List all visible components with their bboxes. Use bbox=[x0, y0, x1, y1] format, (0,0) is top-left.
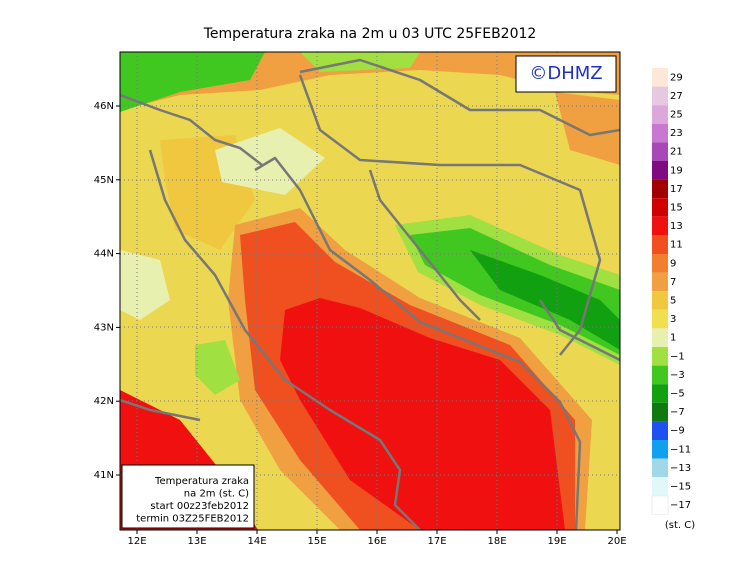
axes: 46N 45N 44N 43N 42N 41N 12E 13E 14E 15E 16E 17E 18E 1… bbox=[94, 101, 627, 547]
legend-unit: (st. C) bbox=[665, 520, 695, 531]
legend-label: 13 bbox=[670, 221, 683, 232]
legend-label: −11 bbox=[670, 444, 691, 455]
legend-label: −17 bbox=[670, 500, 691, 511]
legend-label: −3 bbox=[670, 370, 685, 381]
legend-swatch bbox=[652, 477, 668, 496]
lon-label: 15E bbox=[307, 536, 326, 547]
info-box bbox=[121, 464, 255, 529]
lon-label: 20E bbox=[607, 536, 626, 547]
credit-box bbox=[515, 55, 617, 93]
info-line: termin 03Z25FEB2012 bbox=[136, 514, 249, 525]
legend-label: 23 bbox=[670, 128, 683, 139]
legend-swatch bbox=[652, 142, 668, 161]
legend-swatch bbox=[651, 495, 669, 515]
legend-swatch bbox=[652, 402, 668, 422]
legend-label: 7 bbox=[670, 277, 676, 288]
temperature-field bbox=[120, 52, 620, 530]
legend-label: 25 bbox=[670, 110, 683, 121]
legend-label: −13 bbox=[670, 463, 691, 474]
legend-swatch bbox=[652, 123, 668, 143]
legend-label: −15 bbox=[670, 482, 691, 493]
color-legend: 29 27 25 23 21 19 17 15 13 11 9 7 5 3 1 −1 −3 −5 −7 −9 −11 −1… bbox=[651, 68, 691, 515]
legend-swatch bbox=[652, 216, 668, 236]
lon-label: 13E bbox=[187, 536, 206, 547]
legend-label: 29 bbox=[670, 72, 683, 83]
legend-swatch bbox=[652, 254, 668, 273]
legend-swatch bbox=[652, 86, 668, 106]
legend-label: 27 bbox=[670, 91, 683, 102]
legend-label: −9 bbox=[670, 426, 685, 437]
legend-swatch bbox=[652, 161, 668, 180]
lat-label: 42N bbox=[94, 396, 114, 407]
legend-swatch bbox=[652, 235, 668, 254]
legend-swatch bbox=[652, 291, 668, 310]
legend-swatch bbox=[652, 179, 668, 199]
lon-label: 12E bbox=[127, 536, 146, 547]
legend-swatch bbox=[652, 198, 668, 217]
info-line: na 2m (st. C) bbox=[184, 489, 249, 500]
lat-label: 45N bbox=[94, 175, 114, 186]
legend-swatch bbox=[652, 105, 668, 124]
lon-label: 16E bbox=[367, 536, 386, 547]
legend-swatch bbox=[652, 309, 668, 329]
info-text: Temperatura zraka na 2m (st. C)start 00z2… bbox=[136, 476, 249, 525]
legend-label: 19 bbox=[670, 165, 683, 176]
lat-label: 43N bbox=[94, 322, 114, 333]
legend-label: −5 bbox=[670, 389, 685, 400]
lon-label: 14E bbox=[247, 536, 266, 547]
lon-label: 18E bbox=[487, 536, 506, 547]
map-frame bbox=[119, 51, 621, 531]
legend-swatch bbox=[652, 440, 668, 459]
legend-swatch bbox=[652, 421, 668, 440]
legend-label: −1 bbox=[670, 351, 685, 362]
lat-label: 46N bbox=[94, 101, 114, 112]
legend-swatch bbox=[652, 458, 668, 478]
legend-label: 21 bbox=[670, 147, 683, 158]
legend-label: 3 bbox=[670, 314, 676, 325]
legend-label: 11 bbox=[670, 240, 683, 251]
legend-swatch bbox=[652, 328, 668, 347]
legend-swatch bbox=[652, 272, 668, 292]
legend-swatch bbox=[652, 347, 668, 366]
map-title: Temperatura zraka na 2m u 03 UTC 25FEB20… bbox=[203, 26, 537, 42]
info-line: Temperatura zraka bbox=[154, 476, 249, 487]
credit: ©DHMZ bbox=[529, 63, 602, 84]
legend-swatch bbox=[652, 365, 668, 385]
lat-label: 41N bbox=[94, 470, 114, 481]
legend-label: 5 bbox=[670, 296, 676, 307]
legend-label: 15 bbox=[670, 203, 683, 214]
legend-swatch bbox=[652, 68, 668, 87]
legend-label: 1 bbox=[670, 333, 676, 344]
legend-label: −7 bbox=[670, 407, 685, 418]
lat-label: 44N bbox=[94, 249, 114, 260]
legend-label: 9 bbox=[670, 258, 676, 269]
legend-swatch bbox=[652, 384, 668, 403]
legend-label: 17 bbox=[670, 184, 683, 195]
lon-label: 17E bbox=[427, 536, 446, 547]
info-line: start 00z23feb2012 bbox=[150, 501, 249, 512]
lon-label: 19E bbox=[547, 536, 566, 547]
